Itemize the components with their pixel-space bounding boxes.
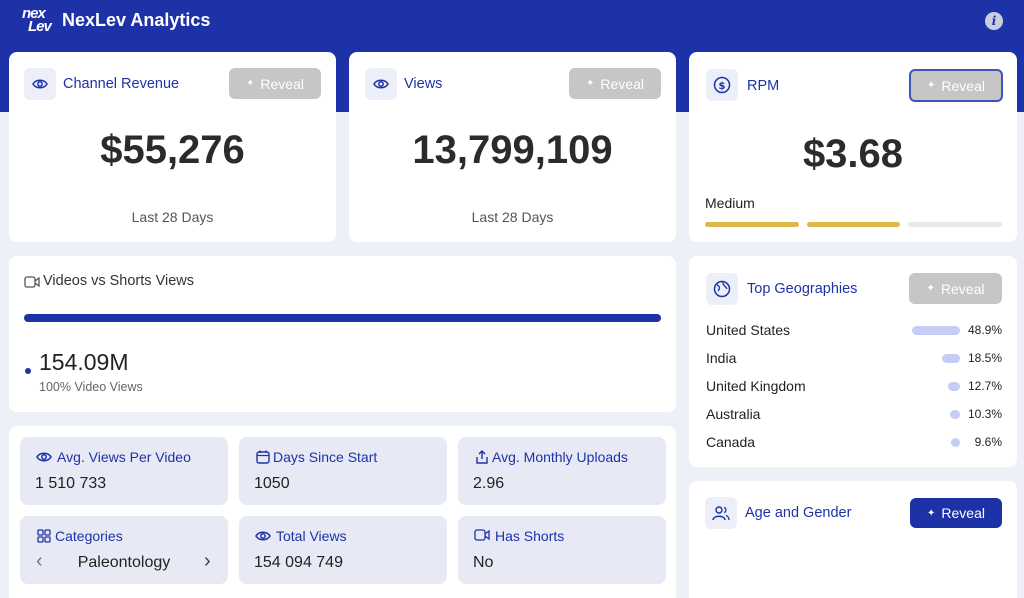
category-value: Paleontology — [77, 554, 171, 571]
country-percentage: 9.6% — [974, 435, 1002, 449]
country-name: United Kingdom — [706, 378, 806, 394]
total-views-value: 154 094 749 — [254, 554, 343, 571]
eye-icon — [24, 68, 56, 100]
revenue-period: Last 28 Days — [131, 209, 214, 225]
globe-icon — [706, 273, 738, 305]
country-percentage: 18.5% — [967, 351, 1002, 365]
country-name: Australia — [706, 406, 761, 422]
has-shorts-value: No — [473, 554, 494, 571]
has-shorts-stat: Has Shorts No — [458, 516, 666, 584]
avg-monthly-uploads-stat: Avg. Monthly Uploads 2.96 — [458, 437, 666, 505]
categories-stat: Categories ‹ Paleontology › — [20, 516, 228, 584]
age-gender-card: Age and Gender ✦ Reveal — [689, 481, 1017, 598]
avg-views-stat: Avg. Views Per Video 1 510 733 — [20, 437, 228, 505]
info-icon[interactable]: i — [985, 12, 1003, 30]
top-geographies-title: Top Geographies — [747, 281, 858, 297]
rpm-reveal-button[interactable]: ✦ Reveal — [909, 69, 1003, 102]
total-views-label: Total Views — [276, 528, 347, 544]
sparkle-icon: ✦ — [586, 78, 595, 89]
reveal-label: Reveal — [941, 77, 985, 94]
app-title: NexLev Analytics — [62, 10, 211, 30]
video-camera-icon — [24, 275, 40, 294]
total-views-value: 154.09M — [39, 349, 129, 375]
eye-icon — [36, 449, 52, 465]
country-name: United States — [706, 322, 791, 338]
country-name: India — [706, 350, 737, 366]
reveal-label: Reveal — [260, 75, 304, 92]
views-title: Views — [404, 76, 443, 92]
days-since-start-value: 1050 — [254, 475, 290, 492]
calendar-icon — [255, 449, 271, 465]
upload-icon — [474, 449, 490, 465]
rpm-value: $3.68 — [802, 132, 904, 176]
views-period: Last 28 Days — [471, 209, 554, 225]
views-card: Views ✦ Reveal 13,799,109 Last 28 Days — [349, 52, 676, 242]
category-next-icon[interactable]: › — [204, 550, 211, 572]
country-percentage: 12.7% — [967, 379, 1002, 393]
geography-row: Canada 9.6% — [706, 434, 1004, 454]
videos-vs-shorts-title: Videos vs Shorts Views — [43, 273, 194, 289]
geography-row: United Kingdom 12.7% — [706, 378, 1004, 398]
views-value: 13,799,109 — [412, 128, 613, 172]
rpm-card: $ RPM ✦ Reveal $3.68 Medium — [689, 52, 1017, 242]
sparkle-icon: ✦ — [926, 283, 935, 294]
avg-monthly-uploads-value: 2.96 — [473, 475, 505, 492]
geographies-reveal-button[interactable]: ✦ Reveal — [909, 273, 1002, 304]
sparkle-icon: ✦ — [927, 80, 936, 91]
country-share-bar — [948, 382, 960, 391]
channel-revenue-card: Channel Revenue ✦ Reveal $55,276 Last 28 … — [9, 52, 336, 242]
video-camera-icon — [474, 528, 490, 544]
days-since-start-stat: Days Since Start 1050 — [239, 437, 447, 505]
category-prev-icon[interactable]: ‹ — [36, 550, 43, 572]
country-percentage: 48.9% — [967, 323, 1002, 337]
video-share-caption: 100% Video Views — [39, 380, 143, 394]
revenue-value: $55,276 — [100, 128, 245, 172]
total-views-stat: Total Views 154 094 749 — [239, 516, 447, 584]
categories-label: Categories — [55, 528, 123, 544]
videos-vs-shorts-card: Videos vs Shorts Views 154.09M 100% Vide… — [9, 256, 676, 412]
country-share-bar — [950, 410, 960, 419]
has-shorts-label: Has Shorts — [495, 528, 565, 544]
rpm-level-segment — [807, 222, 900, 227]
rpm-title: RPM — [747, 78, 780, 94]
age-gender-reveal-button[interactable]: ✦ Reveal — [910, 498, 1002, 528]
revenue-reveal-button[interactable]: ✦ Reveal — [229, 68, 321, 99]
svg-text:$: $ — [719, 81, 726, 92]
geography-row: Australia 10.3% — [706, 406, 1004, 426]
eye-icon — [365, 68, 397, 100]
geography-row: United States 48.9% — [706, 322, 1004, 342]
channel-revenue-title: Channel Revenue — [63, 76, 180, 92]
views-reveal-button[interactable]: ✦ Reveal — [569, 68, 661, 99]
legend-dot — [25, 368, 31, 374]
users-icon — [705, 497, 737, 529]
rpm-level-segment — [705, 222, 799, 227]
eye-icon — [255, 528, 271, 544]
rpm-level-segment — [908, 222, 1002, 227]
geography-row: India 18.5% — [706, 350, 1004, 370]
grid-icon — [36, 528, 52, 544]
nexlev-logo[interactable]: nex Lev — [22, 5, 52, 35]
rpm-level-label: Medium — [705, 195, 755, 211]
country-share-bar — [912, 326, 960, 335]
country-name: Canada — [706, 434, 756, 450]
country-share-bar — [942, 354, 960, 363]
country-percentage: 10.3% — [967, 407, 1002, 421]
avg-views-label: Avg. Views Per Video — [57, 449, 191, 465]
dollar-circle-icon: $ — [706, 69, 738, 101]
video-share-bar — [24, 314, 661, 322]
reveal-label: Reveal — [600, 75, 644, 92]
sparkle-icon: ✦ — [927, 507, 936, 519]
days-since-start-label: Days Since Start — [273, 449, 378, 465]
reveal-label: Reveal — [941, 505, 985, 521]
avg-views-value: 1 510 733 — [35, 475, 107, 492]
country-share-bar — [951, 438, 960, 447]
sparkle-icon: ✦ — [246, 78, 255, 89]
channel-stats-card: Avg. Views Per Video 1 510 733 Days Sinc… — [9, 426, 676, 598]
avg-monthly-uploads-label: Avg. Monthly Uploads — [492, 449, 628, 465]
top-geographies-card: Top Geographies ✦ Reveal — [689, 256, 1017, 467]
age-gender-title: Age and Gender — [745, 505, 852, 521]
reveal-label: Reveal — [940, 280, 985, 297]
